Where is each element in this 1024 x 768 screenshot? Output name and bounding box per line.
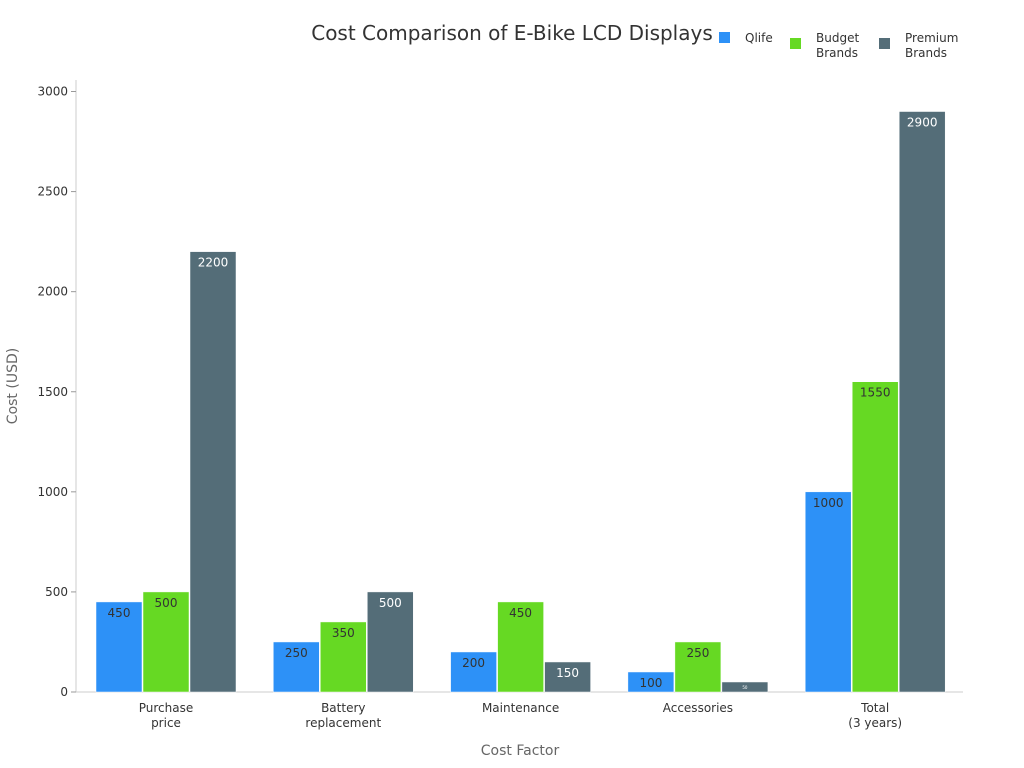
data-label: 50	[742, 685, 748, 690]
data-label: 450	[108, 606, 131, 620]
x-tick-label: Battery replacement	[305, 701, 381, 730]
legend-label: Premium Brands	[905, 31, 958, 60]
legend-swatch	[719, 32, 730, 43]
bar	[627, 671, 675, 693]
data-label: 250	[686, 646, 709, 660]
bar	[804, 491, 852, 693]
data-label: 250	[285, 646, 308, 660]
bar	[95, 601, 143, 693]
legend-swatch	[879, 38, 890, 49]
bar	[721, 681, 769, 693]
bar	[142, 591, 190, 693]
data-label: 150	[556, 666, 579, 680]
bar	[450, 651, 497, 693]
y-tick-label: 2000	[37, 285, 68, 299]
data-label: 500	[155, 596, 178, 610]
data-label: 100	[639, 676, 662, 690]
bar	[851, 381, 899, 693]
chart-title: Cost Comparison of E-Bike LCD Displays	[311, 21, 713, 45]
bar	[189, 251, 237, 693]
data-label: 350	[332, 626, 355, 640]
data-label: 2900	[907, 116, 938, 130]
x-tick-label: Maintenance	[482, 701, 559, 715]
y-axis-label: Cost (USD)	[5, 348, 21, 424]
bar	[367, 591, 414, 693]
data-label: 200	[462, 656, 485, 670]
data-label: 450	[509, 606, 532, 620]
bar	[674, 641, 722, 693]
legend-swatch	[790, 38, 801, 49]
y-tick-label: 1000	[37, 485, 68, 499]
data-label: 1550	[860, 386, 891, 400]
data-label: 2200	[198, 256, 229, 270]
x-tick-label: Accessories	[663, 701, 733, 715]
x-axis-label: Cost Factor	[481, 743, 560, 759]
data-label: 500	[379, 596, 402, 610]
y-tick-label: 2500	[37, 185, 68, 199]
bar	[544, 661, 591, 693]
bar	[898, 111, 946, 693]
x-tick-label: Total (3 years)	[848, 701, 902, 730]
y-tick-label: 1500	[37, 385, 68, 399]
y-tick-label: 3000	[37, 85, 68, 99]
legend-label: Budget Brands	[816, 31, 859, 60]
bar	[320, 621, 367, 693]
y-tick-label: 0	[60, 685, 68, 699]
y-tick-label: 500	[45, 585, 68, 599]
bar	[273, 641, 320, 693]
data-label: 1000	[813, 496, 844, 510]
x-tick-label: Purchase price	[139, 701, 194, 730]
legend-label: Qlife	[745, 31, 773, 45]
bar	[497, 601, 544, 693]
